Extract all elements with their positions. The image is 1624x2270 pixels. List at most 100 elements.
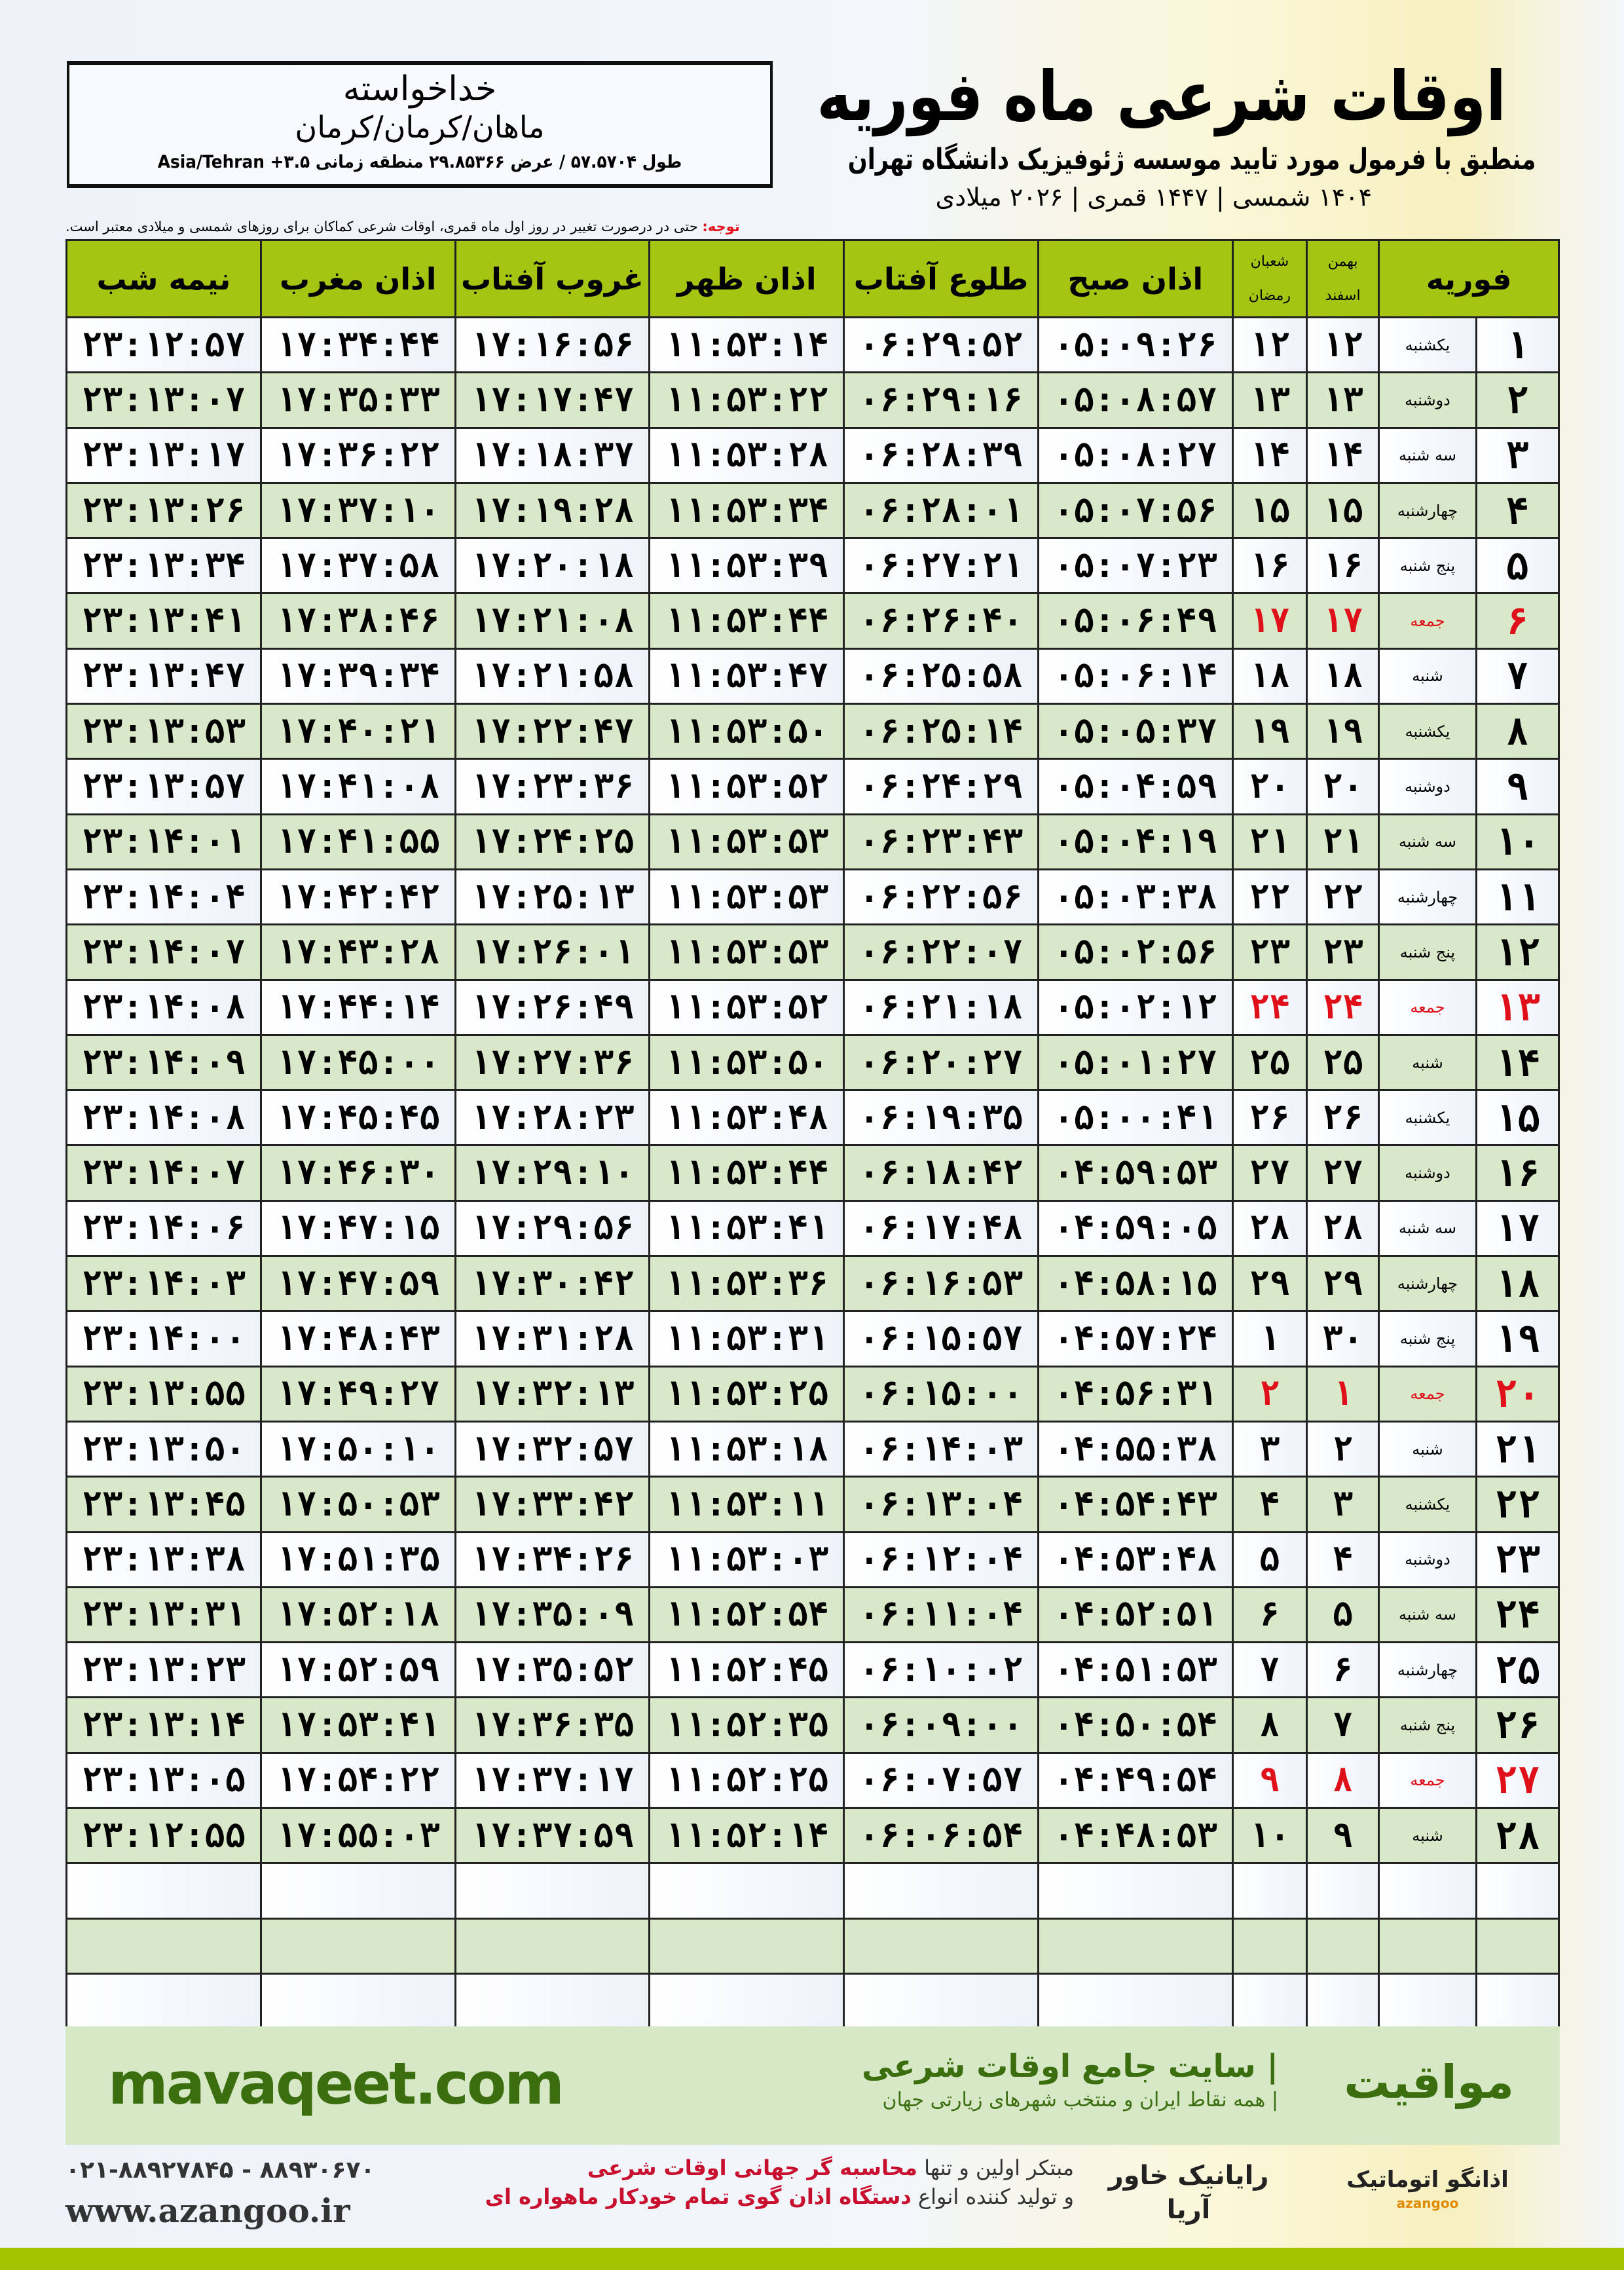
shamsi-date: ۲۶ (1305, 1089, 1380, 1147)
azangoo-website[interactable]: www.azangoo.ir (65, 2191, 350, 2230)
shamsi-date: ۲۹ (1305, 1255, 1380, 1312)
zohr-time: ۱۱:۵۳:۳۹ (648, 537, 845, 595)
day-number: ۱۳ (1475, 978, 1560, 1036)
tolu-time (843, 1917, 1039, 1975)
zohr-time: ۱۱:۵۲:۴۵ (648, 1641, 845, 1699)
sobh-time: ۰۵:۰۵:۳۷ (1037, 703, 1234, 760)
tolu-time: ۰۶:۲۱:۱۸ (843, 978, 1039, 1036)
hijri-date: ۱ (1231, 1310, 1308, 1368)
table-row: ۱۱ چهارشنبه ۲۲ ۲۲ ۰۵:۰۳:۳۸ ۰۶:۲۲:۵۶ ۱۱:۵۳:۵۳ ۱۷… (65, 868, 1560, 926)
maghrib-time: ۱۷:۵۲:۵۹ (259, 1641, 456, 1699)
nime-time: ۲۳:۱۳:۴۵ (65, 1476, 262, 1533)
day-number: ۶ (1475, 592, 1560, 650)
shamsi-date: ۲ (1305, 1420, 1380, 1478)
tolu-time: ۰۶:۲۲:۵۶ (843, 868, 1039, 926)
maghrib-time: ۱۷:۵۵:۰۳ (259, 1807, 456, 1865)
table-row: ۴ چهارشنبه ۱۵ ۱۵ ۰۵:۰۷:۵۶ ۰۶:۲۸:۰۱ ۱۱:۵۳:۳۴ ۱۷:… (65, 481, 1560, 540)
day-number: ۲۴ (1475, 1586, 1560, 1644)
note-label: توجه: (702, 219, 740, 234)
sobh-time: ۰۴:۵۴:۴۳ (1037, 1476, 1234, 1533)
weekday: سه شنبه (1378, 813, 1477, 870)
table-row: ۲۸ شنبه ۹ ۱۰ ۰۴:۴۸:۵۳ ۰۶:۰۶:۵۴ ۱۱:۵۲:۱۴ ۱۷:۳۷:۵… (65, 1807, 1560, 1865)
azangoo-logo-text: اذانگو اتوماتیک (1346, 2167, 1509, 2193)
table-row: ۳ سه شنبه ۱۴ ۱۴ ۰۵:۰۸:۲۷ ۰۶:۲۸:۳۹ ۱۱:۵۳:۲۸ ۱۷:۱… (65, 426, 1560, 484)
maghrib-time: ۱۷:۴۱:۵۵ (259, 813, 456, 870)
maghrib-time: ۱۷:۴۲:۴۲ (259, 868, 456, 926)
table-row: ۹ دوشنبه ۲۰ ۲۰ ۰۵:۰۴:۵۹ ۰۶:۲۴:۲۹ ۱۱:۵۳:۵۲ ۱۷:۲۳… (65, 758, 1560, 815)
nime-time: ۲۳:۱۳:۲۳ (65, 1641, 262, 1699)
ghorub-time: ۱۷:۳۷:۱۷ (454, 1751, 651, 1810)
shamsi-date: ۱ (1305, 1365, 1380, 1423)
sobh-time (1037, 1917, 1234, 1975)
weekday (1378, 1972, 1477, 2030)
weekday: جمعه (1378, 1365, 1477, 1423)
ghorub-time (454, 1972, 651, 2030)
nime-time (65, 1862, 262, 1920)
nime-time (65, 1972, 262, 2030)
table-row: ۱۰ سه شنبه ۲۱ ۲۱ ۰۵:۰۴:۱۹ ۰۶:۲۳:۴۳ ۱۱:۵۳:۵۳ ۱۷:… (65, 813, 1560, 870)
table-row: ۱۷ سه شنبه ۲۸ ۲۸ ۰۴:۵۹:۰۵ ۰۶:۱۷:۴۸ ۱۱:۵۳:۴۱ ۱۷:… (65, 1199, 1560, 1257)
tolu-time: ۰۶:۲۴:۲۹ (843, 758, 1039, 815)
nime-time: ۲۳:۱۲:۵۵ (65, 1807, 262, 1865)
slogan1-a: مبتکر اولین و تنها (917, 2155, 1074, 2180)
weekday: دوشنبه (1378, 1144, 1477, 1202)
weekday: پنج شنبه (1378, 923, 1477, 981)
table-row: ۷ شنبه ۱۸ ۱۸ ۰۵:۰۶:۱۴ ۰۶:۲۵:۵۸ ۱۱:۵۳:۴۷ ۱۷:۲۱:۵… (65, 647, 1560, 705)
ghorub-time: ۱۷:۱۷:۴۷ (454, 371, 651, 429)
nime-time: ۲۳:۱۳:۰۷ (65, 371, 262, 429)
sobh-time: ۰۴:۵۶:۳۱ (1037, 1365, 1234, 1423)
zohr-time: ۱۱:۵۳:۵۲ (648, 758, 845, 815)
tolu-time: ۰۶:۱۳:۰۴ (843, 1476, 1039, 1533)
maghrib-time: ۱۷:۵۱:۳۵ (259, 1531, 456, 1588)
location-region: ماهان/کرمان/کرمان (295, 109, 545, 145)
table-row: ۱۴ شنبه ۲۵ ۲۵ ۰۵:۰۱:۲۷ ۰۶:۲۰:۲۷ ۱۱:۵۳:۵۰ ۱۷:۲۷:… (65, 1033, 1560, 1092)
maghrib-time: ۱۷:۵۴:۲۲ (259, 1751, 456, 1810)
day-number (1475, 1917, 1560, 1975)
day-number: ۲۰ (1475, 1365, 1560, 1423)
zohr-time: ۱۱:۵۲:۱۴ (648, 1807, 845, 1865)
ghorub-time: ۱۷:۲۶:۴۹ (454, 978, 651, 1036)
maghrib-time: ۱۷:۵۳:۴۱ (259, 1696, 456, 1754)
zohr-time: ۱۱:۵۳:۵۳ (648, 813, 845, 870)
maghrib-time: ۱۷:۵۰:۱۰ (259, 1420, 456, 1478)
zohr-time: ۱۱:۵۳:۱۱ (648, 1476, 845, 1533)
nime-time (65, 1917, 262, 1975)
ghorub-time: ۱۷:۲۹:۵۶ (454, 1199, 651, 1257)
mavaqeet-site[interactable]: mavaqeet.com (108, 2050, 564, 2117)
nime-time: ۲۳:۱۳:۵۷ (65, 758, 262, 815)
ghorub-time (454, 1862, 651, 1920)
day-number: ۲۵ (1475, 1641, 1560, 1699)
hijri-date: ۱۲ (1231, 316, 1308, 374)
shamsi-date: ۲۷ (1305, 1144, 1380, 1202)
weekday: سه شنبه (1378, 1199, 1477, 1257)
shamsi-date (1305, 1917, 1380, 1975)
tolu-time: ۰۶:۲۹:۱۶ (843, 371, 1039, 429)
nime-time: ۲۳:۱۴:۰۸ (65, 978, 262, 1036)
sobh-time: ۰۵:۰۲:۱۲ (1037, 978, 1234, 1036)
tolu-time: ۰۶:۱۶:۵۳ (843, 1255, 1039, 1312)
shamsi-date: ۲۸ (1305, 1199, 1380, 1257)
tolu-time: ۰۶:۰۹:۰۰ (843, 1696, 1039, 1754)
table-row: ۱۶ دوشنبه ۲۷ ۲۷ ۰۴:۵۹:۵۳ ۰۶:۱۸:۴۲ ۱۱:۵۳:۴۴ ۱۷:۲… (65, 1144, 1560, 1202)
table-row: ۲۲ یکشنبه ۳ ۴ ۰۴:۵۴:۴۳ ۰۶:۱۳:۰۴ ۱۱:۵۳:۱۱ ۱۷:۳۳:… (65, 1476, 1560, 1533)
ghorub-time: ۱۷:۳۵:۰۹ (454, 1586, 651, 1644)
weekday: شنبه (1378, 647, 1477, 705)
mavaqeet-banner: mavaqeet.com مواقیت | سایت جامع اوقات شر… (65, 2026, 1560, 2145)
zohr-time: ۱۱:۵۳:۲۵ (648, 1365, 845, 1423)
shamsi-date: ۲۲ (1305, 868, 1380, 926)
table-row: ۲۴ سه شنبه ۵ ۶ ۰۴:۵۲:۵۱ ۰۶:۱۱:۰۴ ۱۱:۵۲:۵۴ ۱۷:۳۵… (65, 1586, 1560, 1644)
zohr-time: ۱۱:۵۳:۲۲ (648, 371, 845, 429)
hijri-date: ۱۰ (1231, 1807, 1308, 1865)
ghorub-time: ۱۷:۲۹:۱۰ (454, 1144, 651, 1202)
page-subtitle: منطبق با فرمول مورد تایید موسسه ژئوفیزیک… (847, 143, 1536, 176)
hijri-date: ۷ (1231, 1641, 1308, 1699)
table-row: ۵ پنج شنبه ۱۶ ۱۶ ۰۵:۰۷:۲۳ ۰۶:۲۷:۲۱ ۱۱:۵۳:۳۹ ۱۷:… (65, 537, 1560, 595)
table-row: ۱۵ یکشنبه ۲۶ ۲۶ ۰۵:۰۰:۴۱ ۰۶:۱۹:۳۵ ۱۱:۵۳:۴۸ ۱۷:۲… (65, 1089, 1560, 1147)
weekday: چهارشنبه (1378, 481, 1477, 540)
header-shamsi: بهمن اسفند (1305, 239, 1380, 318)
table-row: ۱۳ جمعه ۲۴ ۲۴ ۰۵:۰۲:۱۲ ۰۶:۲۱:۱۸ ۱۱:۵۳:۵۲ ۱۷:۲۶:… (65, 978, 1560, 1036)
weekday: پنج شنبه (1378, 1696, 1477, 1754)
phone-numbers: ۰۲۱-۸۸۹۲۷۸۴۵ - ۸۸۹۳۰۶۷۰ (65, 2157, 375, 2184)
table-row: ۲۰ جمعه ۱ ۲ ۰۴:۵۶:۳۱ ۰۶:۱۵:۰۰ ۱۱:۵۳:۲۵ ۱۷:۳۲:۱۳… (65, 1365, 1560, 1423)
weekday: شنبه (1378, 1807, 1477, 1865)
